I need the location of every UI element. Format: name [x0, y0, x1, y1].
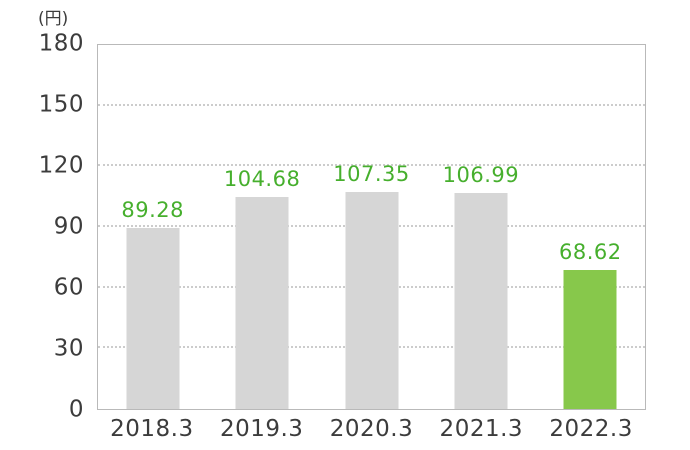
y-axis-unit-label: (円)	[38, 9, 69, 29]
bar-2022.3	[563, 270, 617, 409]
bar-value-label: 89.28	[121, 198, 184, 223]
x-axis: 2018.3 2019.3 2020.3 2021.3 2022.3	[97, 416, 646, 448]
gridline	[98, 103, 645, 106]
bar-2018.3	[126, 228, 180, 409]
bar-2021.3	[454, 192, 508, 409]
y-tick-label: 120	[38, 152, 84, 179]
y-tick-label: 150	[38, 91, 84, 118]
gridline	[98, 164, 645, 167]
bar-value-label: 106.99	[442, 162, 520, 187]
x-tick-label: 2021.3	[439, 416, 524, 442]
y-tick-label: 30	[53, 335, 84, 362]
y-tick-label: 60	[53, 274, 84, 301]
y-tick-label: 0	[68, 396, 84, 423]
x-tick-label: 2019.3	[219, 416, 304, 442]
y-axis: 0 30 60 90 120 150 180	[0, 32, 84, 421]
bar-2020.3	[345, 191, 398, 409]
bar-2019.3	[235, 197, 289, 409]
x-tick-label: 2018.3	[110, 416, 194, 442]
bar-value-label: 68.62	[558, 240, 622, 265]
y-tick-label: 90	[53, 213, 84, 240]
bar-value-label: 104.68	[223, 167, 301, 192]
plot-area: 89.28 104.68 107.35 106.99 68.62	[97, 44, 646, 410]
x-tick-label: 2022.3	[549, 416, 633, 442]
x-tick-label: 2020.3	[329, 416, 414, 442]
bar-value-label: 107.35	[333, 161, 410, 186]
y-tick-label: 180	[38, 30, 84, 57]
